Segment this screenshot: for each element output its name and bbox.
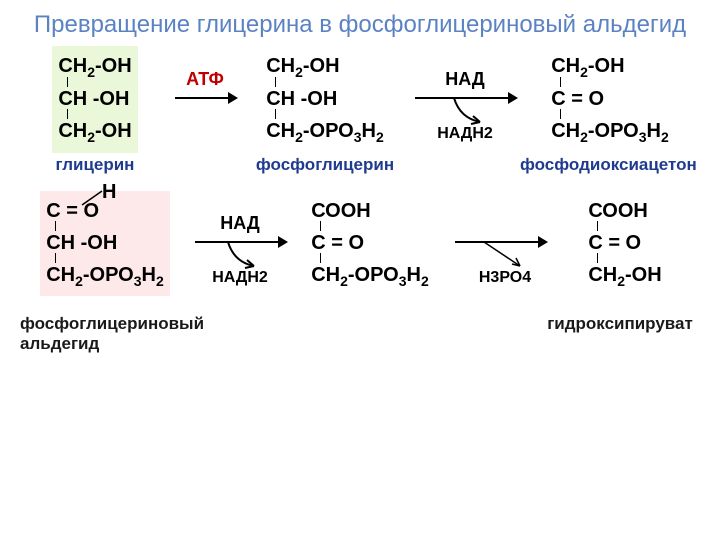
molecule-phosphoglyceraldehyde: С = О СН -ОН СН2-ОРО3Н2 (40, 191, 170, 296)
h-atom-label: Н (102, 181, 116, 204)
labels-row-1: глицерин фосфоглицерин фосфодиоксиацетон (0, 151, 720, 175)
nadh2-label: НАДН2 (410, 125, 520, 143)
label-glycerin: глицерин (20, 155, 170, 175)
molecule-hydroxypyruvate: СООН С = О СН2-ОН (582, 191, 667, 296)
branch-arrow-icon (224, 242, 260, 272)
reaction-arrow-3: НАД НАДН2 (190, 193, 290, 293)
reaction-arrow-2: НАД НАДН2 (410, 49, 520, 149)
reaction-row-1: СН2-ОН СН -ОН СН2-ОН АТФ СН2-ОН СН -ОН С… (0, 46, 720, 153)
h3po4-label: Н3РО4 (460, 269, 550, 287)
branch-arrow-icon (480, 242, 526, 272)
nad-label: НАД (410, 69, 520, 90)
atp-label: АТФ (170, 69, 240, 90)
reaction-row-2: Н С = О СН -ОН СН2-ОРО3Н2 НАД НАДН2 СООН… (0, 191, 720, 296)
reaction-arrow-1: АТФ (170, 49, 240, 149)
label-hydroxypyruvate: гидроксипируват (540, 314, 700, 354)
nad-label-2: НАД (190, 213, 290, 234)
reaction-arrow-4: Н3РО4 (450, 193, 550, 293)
diag-bond-icon (80, 189, 104, 207)
molecule-phosphodioxyacetone: СН2-ОН С = О СН2-ОРО3Н2 (545, 46, 675, 153)
labels-row-2: фосфоглицериновый альдегид гидроксипирув… (0, 310, 720, 354)
label-phosphoglyceraldehyde: фосфоглицериновый альдегид (20, 314, 240, 354)
nadh2-label-2: НАДН2 (190, 269, 290, 287)
molecule-intermediate: СООН С = О СН2-ОРО3Н2 (305, 191, 435, 296)
branch-arrow-icon (450, 98, 486, 128)
molecule-phosphoglycerin: СН2-ОН СН -ОН СН2-ОРО3Н2 (260, 46, 390, 153)
molecule-glycerin: СН2-ОН СН -ОН СН2-ОН (52, 46, 137, 153)
label-phosphodioxyacetone: фосфодиоксиацетон (520, 155, 700, 175)
page-title: Превращение глицерина в фосфоглицериновы… (0, 0, 720, 44)
label-phosphoglycerin: фосфоглицерин (240, 155, 410, 175)
